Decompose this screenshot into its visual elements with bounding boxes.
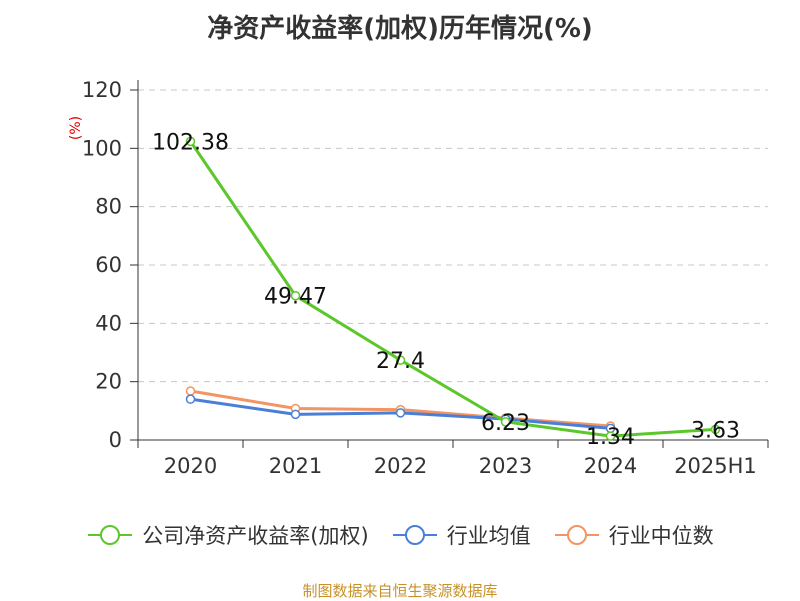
data-label: 1.34 — [586, 425, 635, 450]
legend: 公司净资产收益率(加权) 行业均值 行业中位数 — [0, 520, 800, 550]
x-tick-label: 2024 — [584, 454, 637, 478]
data-label: 6.23 — [481, 411, 530, 436]
y-tick-label: 60 — [95, 253, 122, 277]
y-tick-label: 40 — [95, 311, 122, 335]
legend-swatch-icon — [392, 525, 437, 545]
x-tick-label: 2020 — [164, 454, 217, 478]
source-note: 制图数据来自恒生聚源数据库 — [302, 582, 498, 600]
legend-swatch-icon — [88, 525, 133, 545]
data-label: 3.63 — [691, 418, 740, 443]
legend-item[interactable]: 行业均值 — [391, 520, 531, 550]
series-line-0 — [189, 140, 716, 438]
legend-label: 行业均值 — [446, 524, 531, 548]
data-label: 49.47 — [264, 285, 327, 310]
data-point — [395, 355, 406, 365]
chart-title: 净资产收益率(加权)历年情况(%) — [207, 14, 593, 44]
data-label: 27.4 — [376, 349, 425, 374]
data-point — [605, 431, 616, 441]
y-tick-label: 120 — [82, 78, 122, 102]
x-tick-label: 2025H1 — [674, 454, 757, 478]
y-tick-label: 20 — [95, 370, 122, 394]
data-point — [710, 424, 721, 435]
data-point — [290, 409, 301, 420]
y-tick-label: 100 — [82, 136, 122, 160]
legend-item[interactable]: 公司净资产收益率(加权) — [86, 520, 369, 550]
legend-swatch-icon — [554, 525, 599, 545]
y-tick-label: 0 — [109, 428, 122, 452]
data-point — [185, 394, 196, 404]
data-point — [185, 386, 196, 396]
data-point — [500, 417, 511, 427]
x-tick-label: 2023 — [479, 454, 532, 478]
y-tick-label: 80 — [95, 195, 122, 219]
data-point — [395, 408, 406, 418]
unit-label: (%) — [68, 116, 84, 140]
data-point — [185, 136, 196, 147]
line-chart: 0 20 40 60 80 100 120 (%) 2020 2021 2022 2023 2024 20… — [68, 78, 769, 478]
x-tick-label: 2022 — [374, 454, 427, 478]
data-label: 102.38 — [152, 130, 229, 155]
legend-label: 公司净资产收益率(加权) — [142, 524, 369, 548]
legend-item[interactable]: 行业中位数 — [553, 520, 714, 550]
data-point — [290, 290, 301, 301]
x-tick-label: 2021 — [269, 454, 322, 478]
legend-label: 行业中位数 — [608, 524, 714, 548]
